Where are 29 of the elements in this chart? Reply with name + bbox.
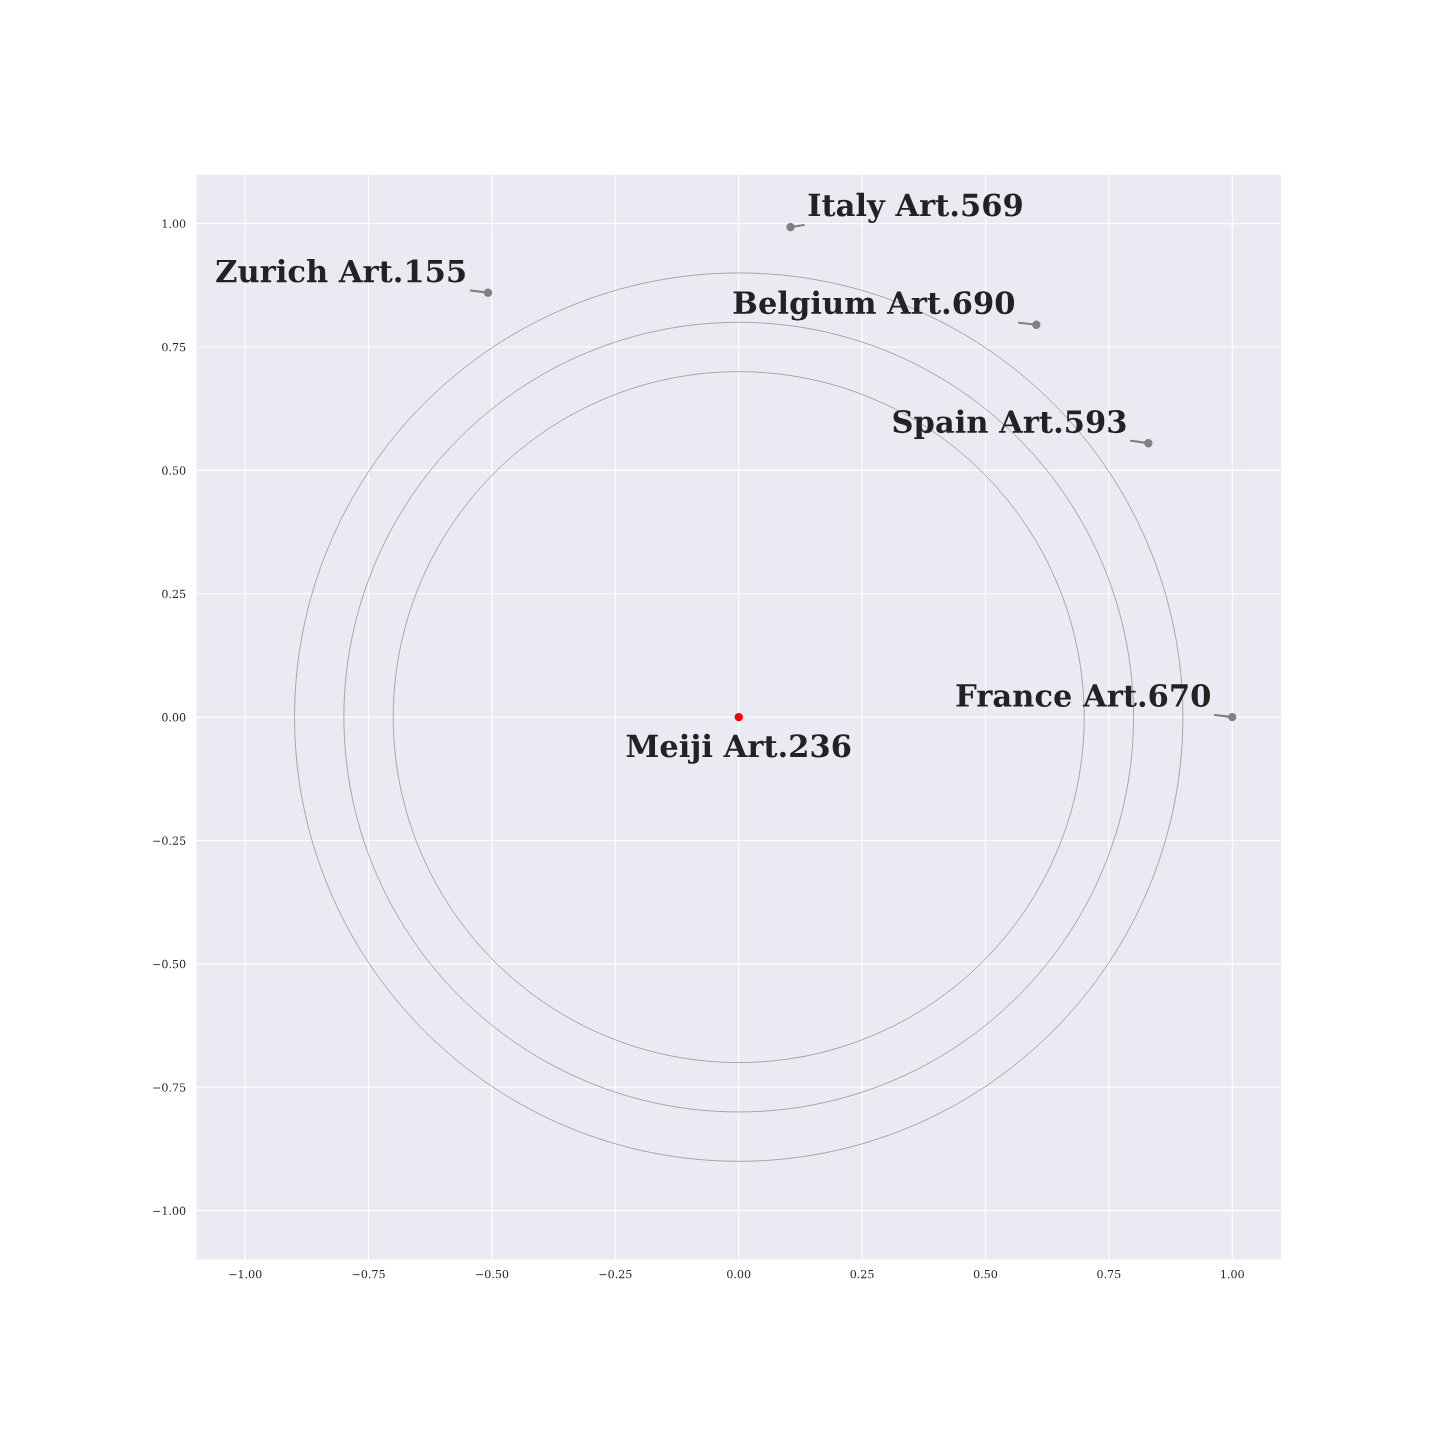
x-tick-label: 1.00 xyxy=(1221,1269,1244,1279)
x-tick-label: 0.00 xyxy=(727,1269,751,1279)
x-tick-label: −0.50 xyxy=(476,1269,509,1279)
point xyxy=(1032,320,1041,329)
point xyxy=(483,288,493,297)
y-tick-label: −0.25 xyxy=(153,836,186,845)
point xyxy=(1228,712,1237,722)
point xyxy=(1144,439,1153,448)
y-tick-label: 0.50 xyxy=(162,466,186,475)
annotation: Italy Art.569 xyxy=(808,192,1022,223)
y-tick-label: 0.25 xyxy=(162,589,186,599)
y-tick-label: 0.75 xyxy=(162,342,186,352)
x-tick-label: −1.00 xyxy=(229,1269,262,1279)
x-tick-label: 0.25 xyxy=(850,1269,874,1279)
x-tick-label: 0.50 xyxy=(973,1269,998,1279)
y-tick-label: 0.00 xyxy=(162,713,186,722)
x-tick-label: −0.75 xyxy=(352,1269,385,1279)
annotation: France Art.670 xyxy=(956,683,1210,708)
annotation: Belgium Art.690 xyxy=(733,290,1015,321)
y-tick-label: −1.00 xyxy=(153,1206,186,1216)
x-tick-label: 0.75 xyxy=(1097,1269,1121,1279)
y-tick-label: −0.75 xyxy=(153,1083,186,1092)
point xyxy=(786,222,795,232)
annotation: Spain Art.593 xyxy=(893,409,1126,440)
annotation: Zurich Art.155 xyxy=(216,258,465,283)
annotation: Meiji Art.236 xyxy=(626,733,851,764)
x-tick-label: −0.25 xyxy=(599,1269,632,1279)
y-tick-label: −0.50 xyxy=(153,959,186,969)
y-tick-label: 1.00 xyxy=(162,219,186,228)
